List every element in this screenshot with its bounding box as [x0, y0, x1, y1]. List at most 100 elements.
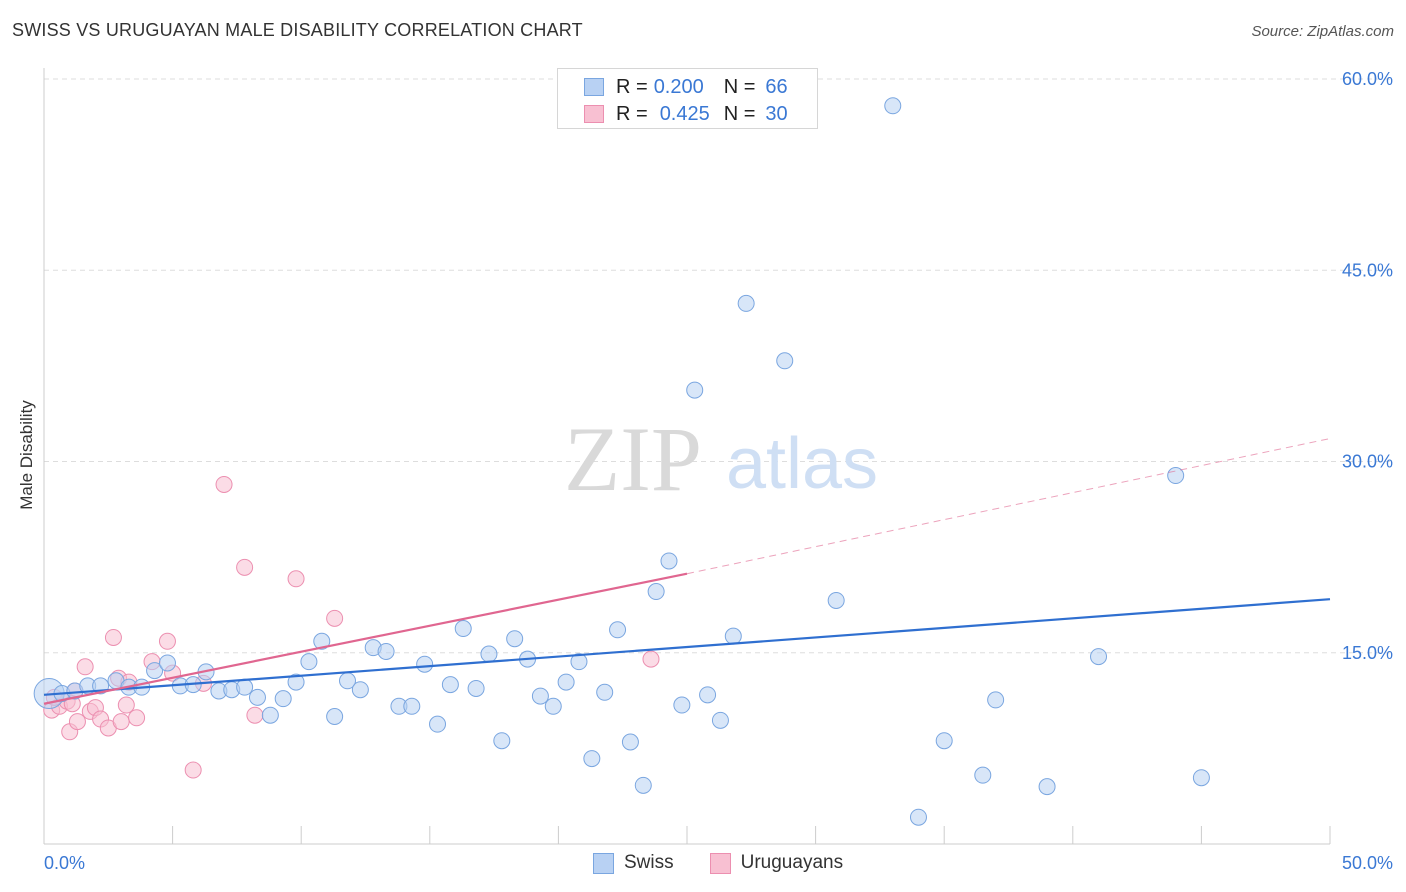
swiss-point — [884, 97, 902, 115]
swiss-legend-swatch — [593, 852, 614, 874]
swiss-point — [416, 655, 434, 673]
legend-r-value: 0.425 — [659, 102, 710, 125]
swiss-point — [1192, 769, 1210, 787]
legend-n-key: N = — [723, 75, 756, 98]
swiss-point — [1038, 778, 1056, 796]
y-tick-label: 45.0% — [1342, 260, 1393, 280]
legend-item-uruguayans[interactable]: Uruguayans — [709, 852, 843, 874]
x-tick-label: 0.0% — [44, 853, 85, 873]
swiss-series — [33, 97, 1210, 826]
x-tick-labels: 0.0% 50.0% — [44, 853, 1393, 873]
swiss-point — [480, 645, 498, 663]
uruguayans-legend-swatch — [709, 852, 731, 874]
uruguayans-point — [246, 706, 264, 724]
swiss-point — [987, 691, 1005, 709]
swiss-point — [377, 642, 395, 660]
uruguayans-point — [287, 570, 305, 588]
swiss-point — [974, 766, 992, 784]
uruguayans-series — [43, 475, 660, 779]
legend-r-value: 0.200 — [653, 75, 704, 98]
swiss-point — [596, 683, 614, 701]
swiss-trend-line — [43, 598, 1331, 696]
legend-n-value: 30 — [765, 102, 788, 125]
y-tick-label: 30.0% — [1342, 452, 1393, 472]
swiss-swatch — [584, 78, 604, 96]
uruguayans-point — [215, 475, 233, 493]
axes — [43, 68, 1331, 845]
swiss-point — [467, 679, 485, 697]
swiss-point — [493, 732, 511, 750]
swiss-point — [557, 673, 575, 691]
swiss-point — [647, 583, 665, 601]
uruguayans-point — [104, 628, 122, 646]
swiss-point — [146, 662, 164, 680]
swiss-point — [724, 627, 742, 645]
legend-r-key: R = — [616, 75, 648, 98]
y-tick-label: 60.0% — [1342, 69, 1393, 89]
chart-title: SWISS VS URUGUAYAN MALE DISABILITY CORRE… — [12, 20, 583, 40]
swiss-point — [326, 708, 344, 725]
watermark-zip: ZIP — [564, 408, 702, 510]
uruguayans-point — [128, 709, 146, 727]
swiss-point — [403, 697, 421, 715]
uruguayans-trend-line — [43, 572, 688, 705]
legend-n-key: N = — [723, 102, 756, 125]
uruguayans-point — [68, 713, 86, 731]
swiss-point — [248, 688, 266, 706]
y-tick-labels: 15.0% 30.0% 45.0% 60.0% — [1342, 69, 1393, 663]
swiss-point — [274, 690, 292, 708]
swiss-point — [1090, 648, 1108, 666]
swiss-legend-label: Swiss — [624, 852, 674, 873]
uruguayans-trend-extension — [686, 438, 1331, 575]
y-tick-label: 15.0% — [1342, 643, 1393, 663]
y-axis-label: Male Disability — [17, 400, 36, 510]
swiss-point — [660, 552, 678, 570]
legend-row-uruguayans: R = 0.425 N = 30 — [584, 103, 788, 125]
swiss-point — [351, 681, 369, 699]
swiss-point — [158, 654, 176, 672]
swiss-point — [609, 621, 627, 639]
trend-lines — [43, 438, 1331, 705]
swiss-point — [737, 294, 755, 312]
legend-r-key: R = — [616, 102, 648, 125]
uruguayans-point — [642, 650, 660, 668]
swiss-point — [673, 696, 691, 714]
swiss-point — [634, 776, 652, 794]
uruguayans-point — [184, 761, 202, 779]
uruguayans-point — [326, 609, 344, 627]
swiss-point — [621, 733, 639, 751]
swiss-point — [699, 686, 717, 704]
correlation-legend: R = 0.200 N = 66 R = 0.425 N = 30 — [557, 68, 818, 129]
swiss-point — [287, 673, 305, 691]
swiss-point — [570, 653, 588, 671]
legend-row-swiss: R = 0.200 N = 66 — [584, 76, 788, 98]
legend-n-value: 66 — [765, 75, 788, 98]
uruguayans-point — [76, 658, 94, 676]
swiss-point — [531, 687, 549, 705]
watermark-atlas: atlas — [726, 424, 878, 504]
swiss-point — [935, 732, 953, 750]
swiss-point — [506, 630, 524, 648]
x-tick-label: 50.0% — [1342, 853, 1393, 873]
series-legend: Swiss Uruguayans — [593, 852, 879, 874]
swiss-point — [686, 381, 704, 399]
swiss-point — [313, 632, 331, 650]
swiss-point — [544, 697, 562, 715]
uruguayans-swatch — [584, 105, 604, 123]
swiss-point — [429, 715, 447, 733]
swiss-point — [300, 653, 318, 671]
legend-item-swiss[interactable]: Swiss — [593, 852, 674, 874]
uruguayans-point — [117, 696, 135, 714]
swiss-point — [261, 706, 279, 724]
swiss-point — [776, 352, 794, 370]
chart-source: Source: ZipAtlas.com — [1251, 23, 1394, 40]
swiss-point — [236, 678, 254, 696]
swiss-point — [909, 808, 927, 826]
uruguayans-point — [158, 632, 176, 650]
uruguayans-point — [236, 558, 254, 576]
swiss-point — [441, 676, 459, 694]
swiss-point — [827, 591, 845, 609]
swiss-point — [583, 750, 601, 768]
uruguayans-point — [112, 713, 130, 731]
